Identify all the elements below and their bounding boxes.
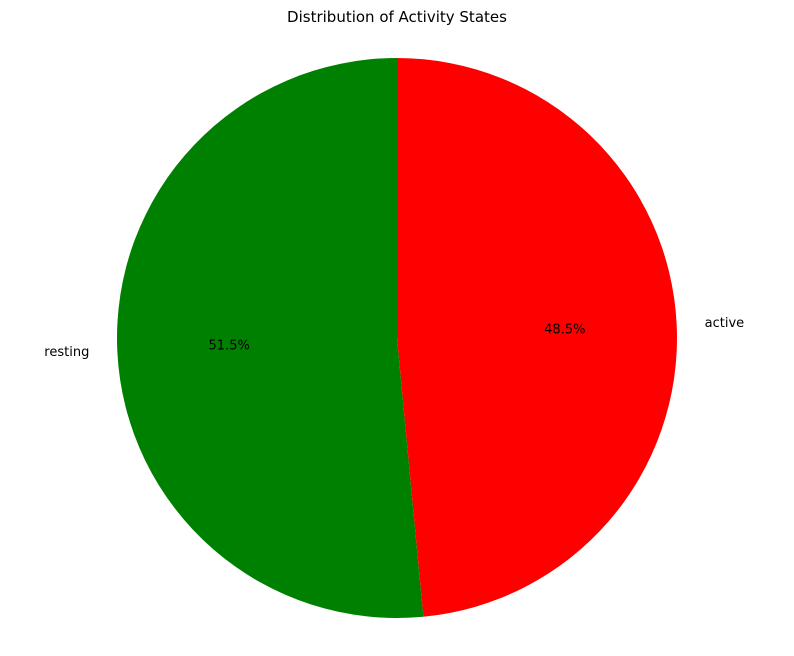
pie-pct-label-active: 48.5% — [544, 323, 585, 338]
pie-slices — [116, 58, 677, 618]
pie-category-label-active: active — [705, 316, 745, 331]
pie-pct-label-resting: 51.5% — [209, 338, 250, 353]
pie-slice-resting — [116, 58, 424, 618]
pie-labels: 48.5% active 51.5% resting — [44, 316, 744, 360]
pie-category-label-resting: resting — [44, 345, 89, 360]
pie-slice-active — [397, 58, 677, 617]
chart-title: Distribution of Activity States — [287, 8, 507, 26]
